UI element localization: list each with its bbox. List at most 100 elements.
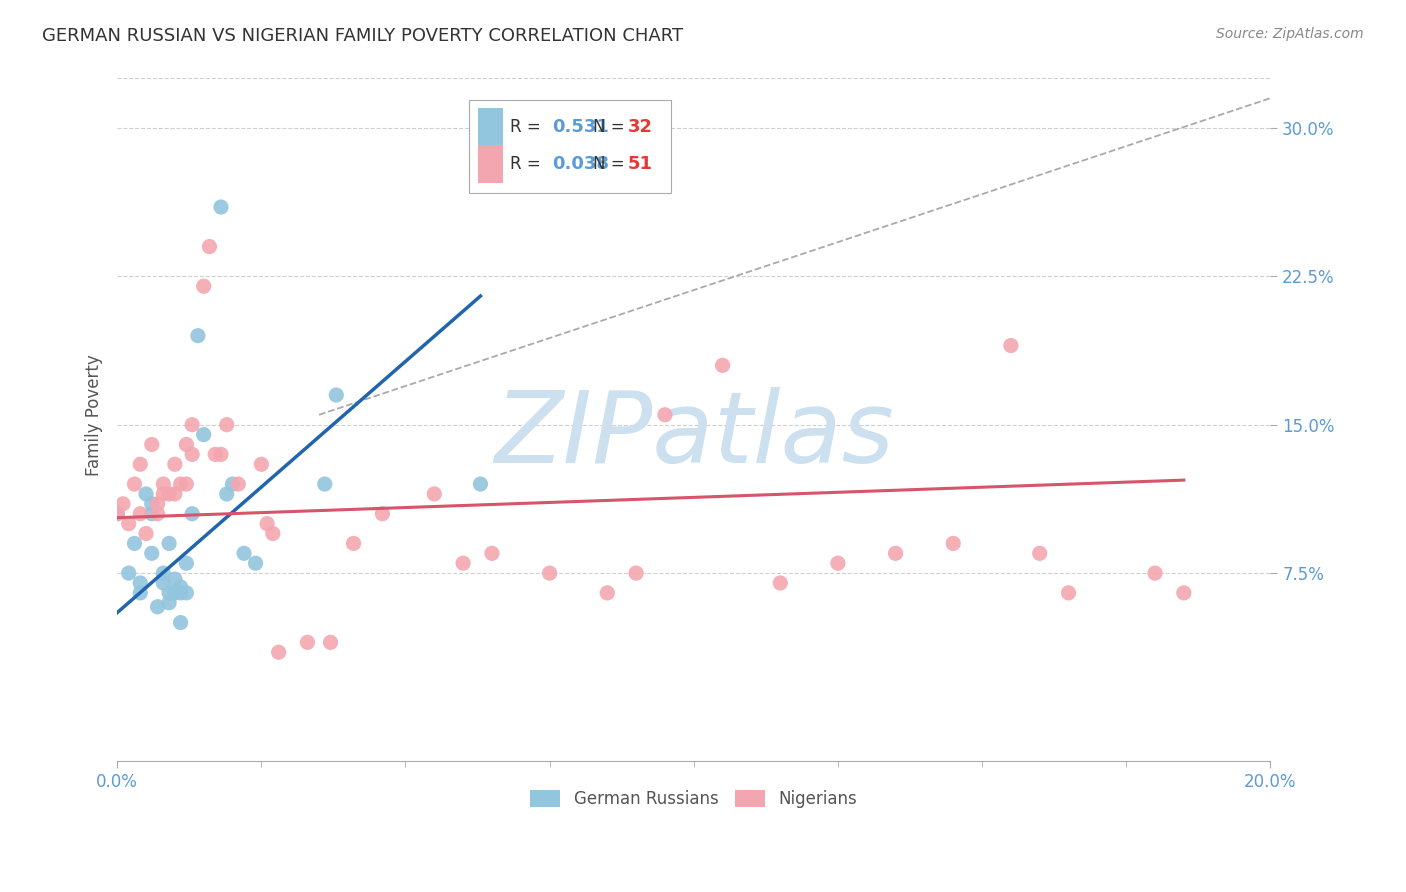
Point: [176, 556, 198, 570]
Point: [325, 388, 347, 402]
Point: [711, 359, 734, 373]
Point: [1173, 586, 1195, 600]
Point: [198, 239, 221, 253]
Point: [157, 596, 180, 610]
Point: [538, 566, 561, 580]
Point: [267, 645, 290, 659]
Point: [256, 516, 278, 531]
Point: [146, 507, 169, 521]
Text: ZIPatlas: ZIPatlas: [494, 387, 894, 484]
Point: [176, 477, 198, 491]
Text: R =: R =: [510, 155, 547, 173]
Point: [1028, 546, 1050, 560]
Point: [129, 586, 152, 600]
Point: [135, 487, 157, 501]
Point: [146, 599, 169, 614]
Point: [118, 516, 141, 531]
FancyBboxPatch shape: [478, 108, 503, 146]
Point: [1057, 586, 1080, 600]
Point: [233, 546, 256, 560]
Point: [169, 580, 191, 594]
Text: Source: ZipAtlas.com: Source: ZipAtlas.com: [1216, 27, 1364, 41]
Point: [319, 635, 342, 649]
Point: [215, 487, 238, 501]
Point: [169, 615, 191, 630]
Point: [221, 477, 243, 491]
Point: [129, 507, 152, 521]
Text: 32: 32: [628, 119, 652, 136]
Point: [181, 507, 204, 521]
Point: [169, 477, 191, 491]
Legend: German Russians, Nigerians: German Russians, Nigerians: [523, 783, 863, 815]
Point: [314, 477, 336, 491]
Point: [141, 507, 163, 521]
Point: [942, 536, 965, 550]
Point: [163, 457, 186, 471]
Point: [624, 566, 647, 580]
Point: [152, 566, 174, 580]
Point: [157, 536, 180, 550]
Point: [423, 487, 446, 501]
Point: [124, 477, 146, 491]
Point: [1143, 566, 1166, 580]
Point: [157, 586, 180, 600]
Text: 51: 51: [628, 155, 652, 173]
Point: [124, 536, 146, 550]
Point: [209, 447, 232, 461]
Point: [245, 556, 267, 570]
Point: [181, 417, 204, 432]
Point: [769, 576, 792, 591]
Point: [204, 447, 226, 461]
Point: [181, 447, 204, 461]
Point: [163, 487, 186, 501]
Point: [176, 437, 198, 451]
Point: [297, 635, 319, 649]
Point: [129, 576, 152, 591]
Point: [262, 526, 284, 541]
Point: [146, 497, 169, 511]
Point: [884, 546, 907, 560]
Point: [193, 279, 215, 293]
Point: [152, 576, 174, 591]
Point: [654, 408, 676, 422]
Point: [141, 546, 163, 560]
Point: [141, 497, 163, 511]
Point: [451, 556, 474, 570]
Point: [470, 477, 492, 491]
Point: [169, 586, 191, 600]
Point: [152, 487, 174, 501]
Point: [250, 457, 273, 471]
Point: [105, 507, 128, 521]
Point: [596, 586, 619, 600]
Text: N =: N =: [593, 119, 630, 136]
Point: [215, 417, 238, 432]
Point: [176, 586, 198, 600]
Point: [209, 200, 232, 214]
Point: [163, 586, 186, 600]
Point: [226, 477, 249, 491]
Text: 0.038: 0.038: [553, 155, 609, 173]
Point: [1000, 338, 1022, 352]
Text: 0.531: 0.531: [553, 119, 609, 136]
Point: [157, 487, 180, 501]
Text: N =: N =: [593, 155, 630, 173]
Text: R =: R =: [510, 119, 547, 136]
Point: [827, 556, 849, 570]
Point: [118, 566, 141, 580]
Point: [129, 457, 152, 471]
Point: [105, 507, 128, 521]
Point: [187, 328, 209, 343]
Point: [135, 526, 157, 541]
FancyBboxPatch shape: [468, 100, 671, 194]
Point: [342, 536, 364, 550]
Point: [141, 437, 163, 451]
Point: [163, 572, 186, 586]
FancyBboxPatch shape: [478, 145, 503, 183]
Point: [111, 497, 134, 511]
Point: [152, 477, 174, 491]
Y-axis label: Family Poverty: Family Poverty: [86, 354, 103, 475]
Point: [371, 507, 394, 521]
Text: GERMAN RUSSIAN VS NIGERIAN FAMILY POVERTY CORRELATION CHART: GERMAN RUSSIAN VS NIGERIAN FAMILY POVERT…: [42, 27, 683, 45]
Point: [193, 427, 215, 442]
Point: [481, 546, 503, 560]
